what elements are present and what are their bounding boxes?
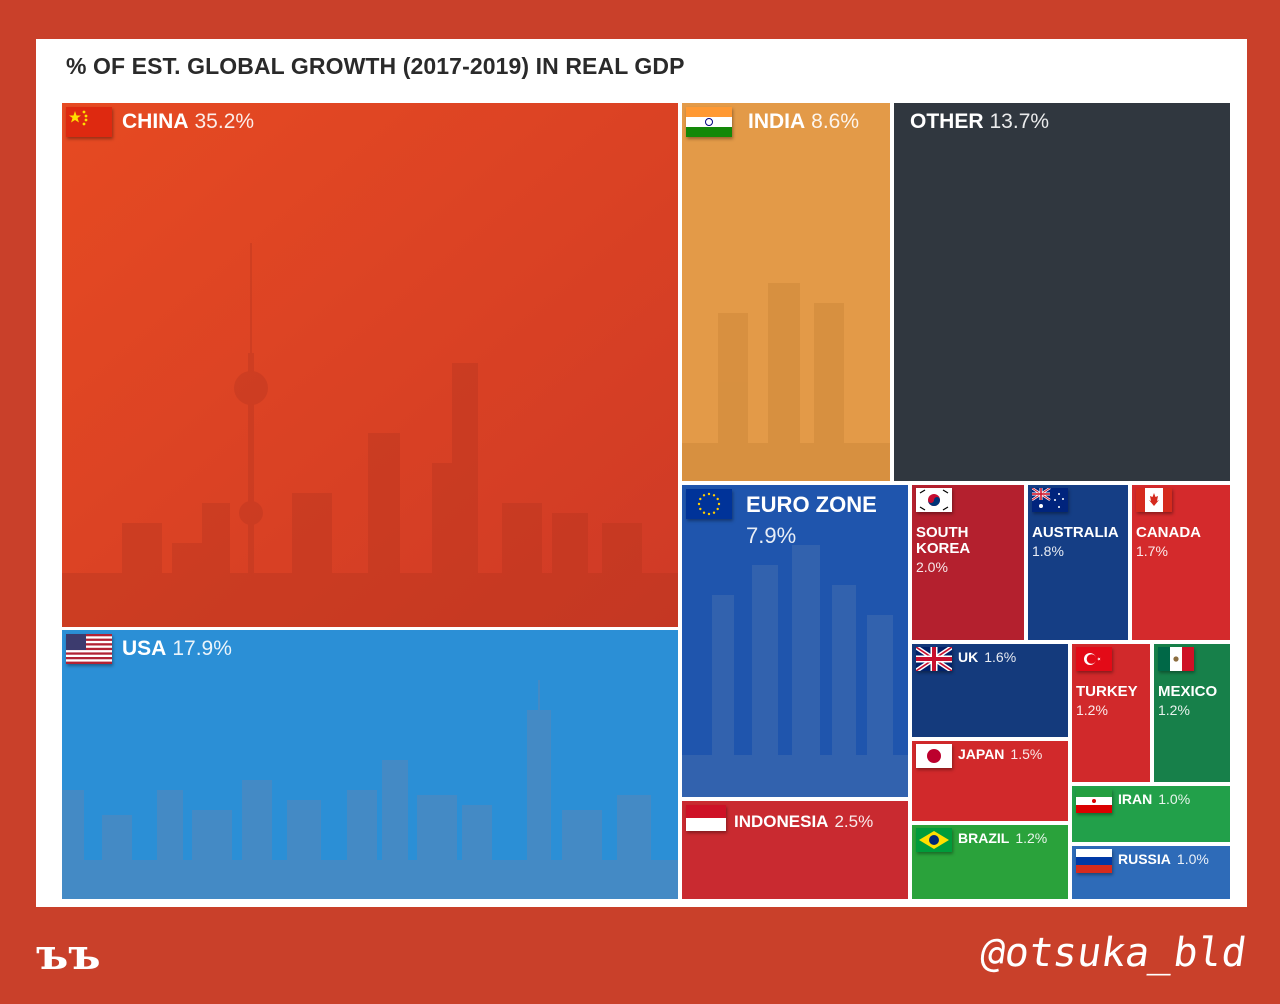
south-korea-label: SOUTH KOREA 2.0%: [916, 525, 1020, 574]
tile-russia: RUSSIA 1.0%: [1072, 846, 1230, 899]
iran-flag-icon: [1076, 789, 1112, 813]
tile-canada: CANADA 1.7%: [1132, 485, 1230, 640]
brazil-value: 1.2%: [1015, 830, 1048, 846]
other-value: 13.7%: [989, 110, 1050, 133]
japan-name: JAPAN: [958, 746, 1005, 762]
russia-value: 1.0%: [1176, 851, 1209, 867]
tile-usa: USA 17.9%: [62, 630, 678, 899]
iran-name: IRAN: [1118, 791, 1153, 807]
other-label: OTHER 13.7%: [910, 110, 1050, 133]
euro-zone-name: EURO ZONE: [746, 492, 877, 517]
turkey-value: 1.2%: [1076, 701, 1108, 718]
iran-value: 1.0%: [1158, 791, 1191, 807]
eu-flag-icon: [686, 489, 732, 519]
mexico-label: MEXICO 1.2%: [1158, 684, 1217, 717]
usa-flag-icon: [66, 634, 112, 664]
tile-australia: AUSTRALIA 1.8%: [1028, 485, 1128, 640]
indonesia-name: INDONESIA: [734, 812, 829, 831]
tile-brazil: BRAZIL 1.2%: [912, 825, 1068, 899]
indonesia-value: 2.5%: [834, 812, 874, 831]
turkey-label: TURKEY 1.2%: [1076, 684, 1138, 717]
tile-china: CHINA 35.2%: [62, 103, 678, 627]
south-korea-value: 2.0%: [916, 558, 948, 575]
indonesia-flag-icon: [686, 805, 726, 831]
tile-turkey: TURKEY 1.2%: [1072, 644, 1150, 782]
tile-iran: IRAN 1.0%: [1072, 786, 1230, 842]
chart-title: % OF EST. GLOBAL GROWTH (2017-2019) IN R…: [66, 53, 685, 79]
australia-flag-icon: [1032, 488, 1068, 512]
brazil-flag-icon: [916, 828, 952, 852]
skyline-frankfurt: [682, 485, 908, 797]
india-flag-icon: [686, 107, 732, 137]
india-label: INDIA 8.6%: [748, 110, 860, 133]
tile-mexico: MEXICO 1.2%: [1154, 644, 1230, 782]
japan-label: JAPAN 1.5%: [958, 747, 1042, 762]
tile-other: OTHER 13.7%: [894, 103, 1230, 481]
china-label: CHINA 35.2%: [122, 110, 255, 133]
russia-flag-icon: [1076, 849, 1112, 873]
india-value: 8.6%: [811, 110, 860, 133]
canada-value: 1.7%: [1136, 542, 1168, 559]
tile-south-korea: SOUTH KOREA 2.0%: [912, 485, 1024, 640]
skyline-shanghai: [62, 103, 678, 627]
skyline-mumbai: [682, 103, 890, 481]
uk-name: UK: [958, 649, 979, 665]
south-korea-flag-icon: [916, 488, 952, 512]
turkey-flag-icon: [1076, 647, 1112, 671]
tile-euro-zone: EURO ZONE 7.9%: [682, 485, 908, 797]
mexico-value: 1.2%: [1158, 701, 1190, 718]
australia-label: AUSTRALIA 1.8%: [1032, 525, 1119, 558]
turkey-name: TURKEY: [1076, 683, 1138, 700]
australia-name: AUSTRALIA: [1032, 524, 1119, 541]
india-name: INDIA: [748, 110, 806, 133]
canada-flag-icon: [1136, 488, 1172, 512]
russia-label: RUSSIA 1.0%: [1118, 852, 1209, 867]
euro-zone-label: EURO ZONE 7.9%: [746, 493, 877, 547]
china-name: CHINA: [122, 110, 189, 133]
japan-value: 1.5%: [1010, 746, 1043, 762]
usa-value: 17.9%: [172, 637, 232, 660]
skyline-new-york: [62, 630, 678, 899]
russia-name: RUSSIA: [1118, 851, 1171, 867]
tile-japan: JAPAN 1.5%: [912, 741, 1068, 821]
japan-flag-icon: [916, 744, 952, 768]
australia-value: 1.8%: [1032, 542, 1064, 559]
euro-zone-value: 7.9%: [746, 523, 797, 549]
mexico-name: MEXICO: [1158, 683, 1218, 700]
uk-flag-icon: [916, 647, 952, 671]
china-value: 35.2%: [194, 110, 255, 133]
uk-label: UK 1.6%: [958, 650, 1016, 665]
author-handle: @otsuka_bld: [977, 930, 1250, 976]
indonesia-label: INDONESIA 2.5%: [734, 813, 873, 831]
uk-value: 1.6%: [984, 649, 1017, 665]
tile-india: INDIA 8.6%: [682, 103, 890, 481]
iran-label: IRAN 1.0%: [1118, 792, 1190, 807]
chart-card: % OF EST. GLOBAL GROWTH (2017-2019) IN R…: [36, 39, 1247, 907]
usa-label: USA 17.9%: [122, 637, 232, 660]
canada-label: CANADA 1.7%: [1136, 525, 1201, 558]
south-korea-name: SOUTH KOREA: [916, 524, 971, 557]
treemap: CHINA 35.2%: [62, 103, 1230, 899]
other-name: OTHER: [910, 110, 984, 133]
canada-name: CANADA: [1136, 524, 1201, 541]
tile-uk: UK 1.6%: [912, 644, 1068, 737]
brazil-name: BRAZIL: [958, 830, 1010, 846]
usa-name: USA: [122, 637, 167, 660]
brand-logo: ъъ: [36, 930, 101, 979]
mexico-flag-icon: [1158, 647, 1194, 671]
brazil-label: BRAZIL 1.2%: [958, 831, 1047, 846]
china-flag-icon: [66, 107, 112, 137]
tile-indonesia: INDONESIA 2.5%: [682, 801, 908, 899]
